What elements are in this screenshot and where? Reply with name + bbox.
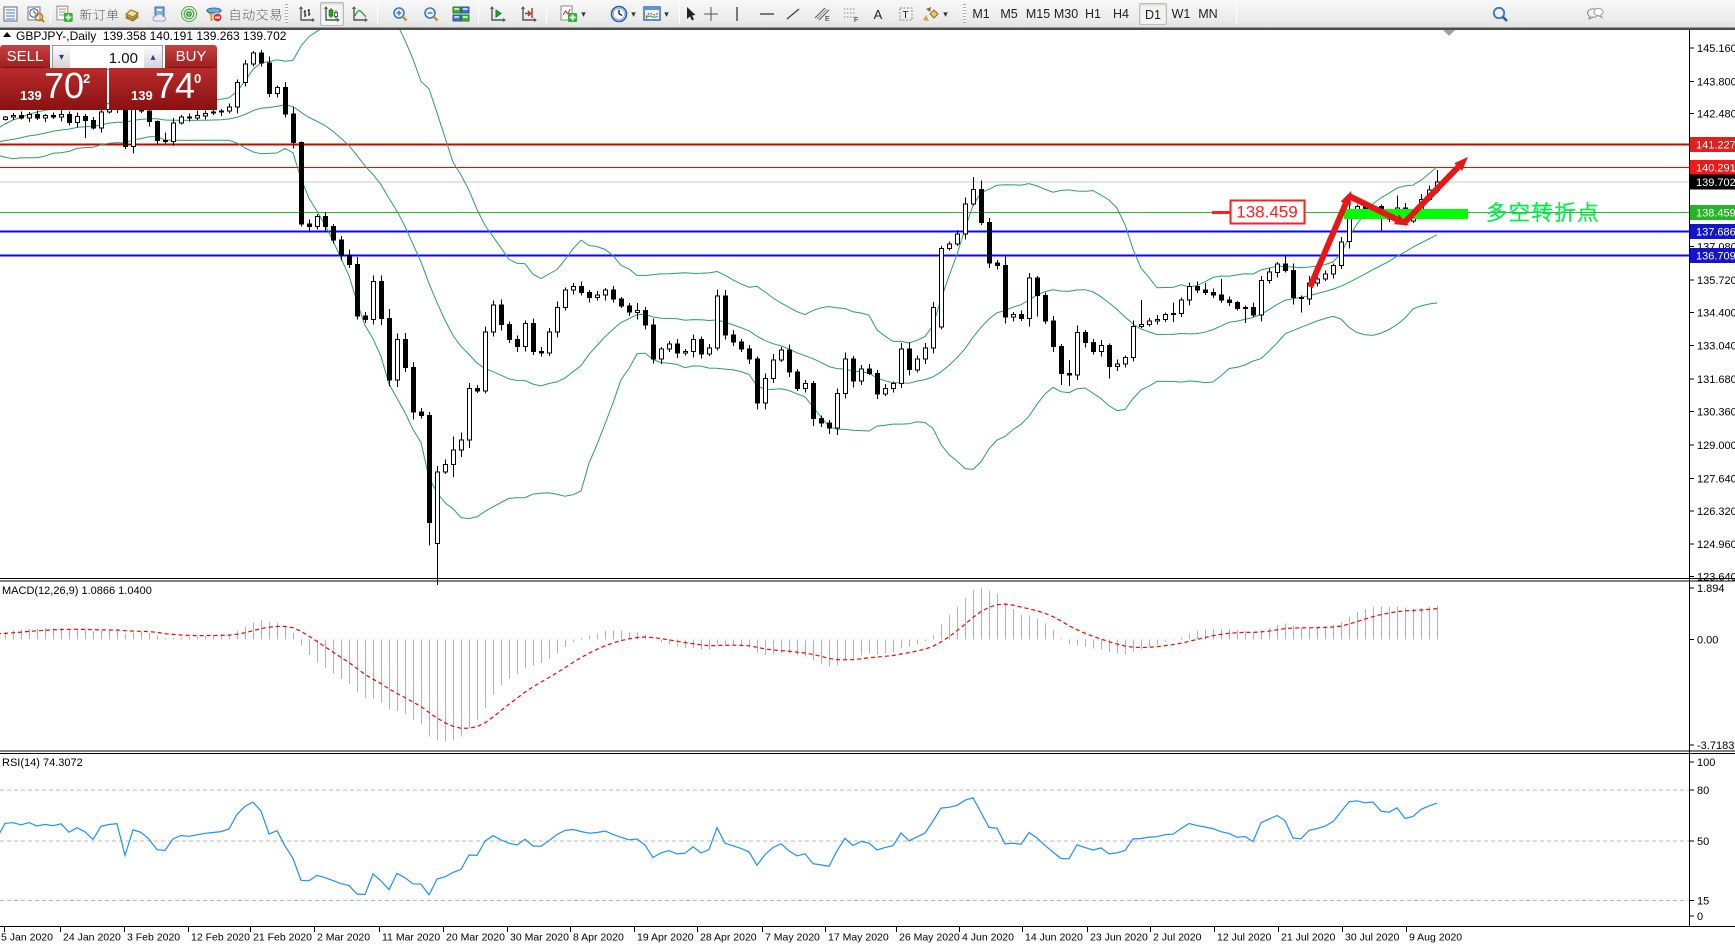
svg-text:142.480: 142.480 — [1697, 109, 1735, 121]
svg-text:100: 100 — [1697, 757, 1715, 769]
svg-text:1.894: 1.894 — [1697, 583, 1725, 595]
svg-text:141.227: 141.227 — [1696, 140, 1735, 152]
svg-text:11 Mar 2020: 11 Mar 2020 — [382, 932, 440, 944]
svg-text:4 Jun 2020: 4 Jun 2020 — [962, 932, 1014, 944]
svg-text:8 Apr 2020: 8 Apr 2020 — [573, 932, 624, 944]
svg-text:12 Feb 2020: 12 Feb 2020 — [191, 932, 250, 944]
svg-text:30 Jul 2020: 30 Jul 2020 — [1345, 932, 1399, 944]
svg-text:136.709: 136.709 — [1696, 251, 1735, 263]
svg-text:12 Jul 2020: 12 Jul 2020 — [1217, 932, 1271, 944]
svg-text:133.040: 133.040 — [1697, 341, 1735, 353]
svg-text:143.800: 143.800 — [1697, 76, 1735, 88]
svg-text:3 Feb 2020: 3 Feb 2020 — [127, 932, 180, 944]
svg-text:134.400: 134.400 — [1697, 307, 1735, 319]
svg-text:145.160: 145.160 — [1697, 43, 1735, 55]
svg-text:131.680: 131.680 — [1697, 374, 1735, 386]
svg-text:19 Apr 2020: 19 Apr 2020 — [637, 932, 694, 944]
svg-text:135.720: 135.720 — [1697, 275, 1735, 287]
svg-text:RSI(14) 74.3072: RSI(14) 74.3072 — [2, 757, 83, 769]
svg-text:21 Feb 2020: 21 Feb 2020 — [253, 932, 312, 944]
svg-text:23 Jun 2020: 23 Jun 2020 — [1090, 932, 1148, 944]
svg-text:9 Aug 2020: 9 Aug 2020 — [1409, 932, 1462, 944]
svg-text:139.702: 139.702 — [1696, 177, 1735, 189]
svg-text:24 Jan 2020: 24 Jan 2020 — [63, 932, 121, 944]
svg-text:-3.7183: -3.7183 — [1697, 740, 1734, 752]
svg-text:21 Jul 2020: 21 Jul 2020 — [1281, 932, 1335, 944]
svg-text:7 May 2020: 7 May 2020 — [765, 932, 820, 944]
svg-text:5 Jan 2020: 5 Jan 2020 — [1, 932, 53, 944]
svg-text:80: 80 — [1697, 785, 1709, 797]
svg-text:F: F — [854, 17, 858, 23]
svg-text:0: 0 — [1697, 911, 1703, 923]
svg-text:30 Mar 2020: 30 Mar 2020 — [510, 932, 569, 944]
svg-text:129.000: 129.000 — [1697, 440, 1735, 452]
svg-text:2 Mar 2020: 2 Mar 2020 — [317, 932, 370, 944]
svg-text:127.640: 127.640 — [1697, 473, 1735, 485]
svg-text:2 Jul 2020: 2 Jul 2020 — [1153, 932, 1202, 944]
svg-text:124.960: 124.960 — [1697, 539, 1735, 551]
svg-text:0.00: 0.00 — [1697, 635, 1718, 647]
svg-text:138.459: 138.459 — [1236, 203, 1297, 222]
svg-text:T: T — [903, 10, 909, 21]
svg-text:20 Mar 2020: 20 Mar 2020 — [446, 932, 505, 944]
svg-text:130.360: 130.360 — [1697, 407, 1735, 419]
svg-text:123.640: 123.640 — [1697, 572, 1735, 584]
svg-text:126.320: 126.320 — [1697, 506, 1735, 518]
svg-text:14 Jun 2020: 14 Jun 2020 — [1025, 932, 1083, 944]
svg-text:26 May 2020: 26 May 2020 — [899, 932, 960, 944]
svg-text:140.291: 140.291 — [1696, 163, 1735, 175]
svg-text:15: 15 — [1697, 896, 1709, 908]
svg-text:137.686: 137.686 — [1696, 227, 1735, 239]
svg-text:138.459: 138.459 — [1696, 208, 1735, 220]
svg-text:GBPJPY-,Daily 139.358 140.191: GBPJPY-,Daily 139.358 140.191 139.263 13… — [16, 30, 287, 43]
svg-text:28 Apr 2020: 28 Apr 2020 — [700, 932, 757, 944]
svg-text:MACD(12,26,9) 1.0866 1.0400: MACD(12,26,9) 1.0866 1.0400 — [2, 585, 152, 597]
svg-text:E: E — [825, 16, 830, 23]
svg-text:17 May 2020: 17 May 2020 — [828, 932, 889, 944]
svg-text:50: 50 — [1697, 836, 1709, 848]
